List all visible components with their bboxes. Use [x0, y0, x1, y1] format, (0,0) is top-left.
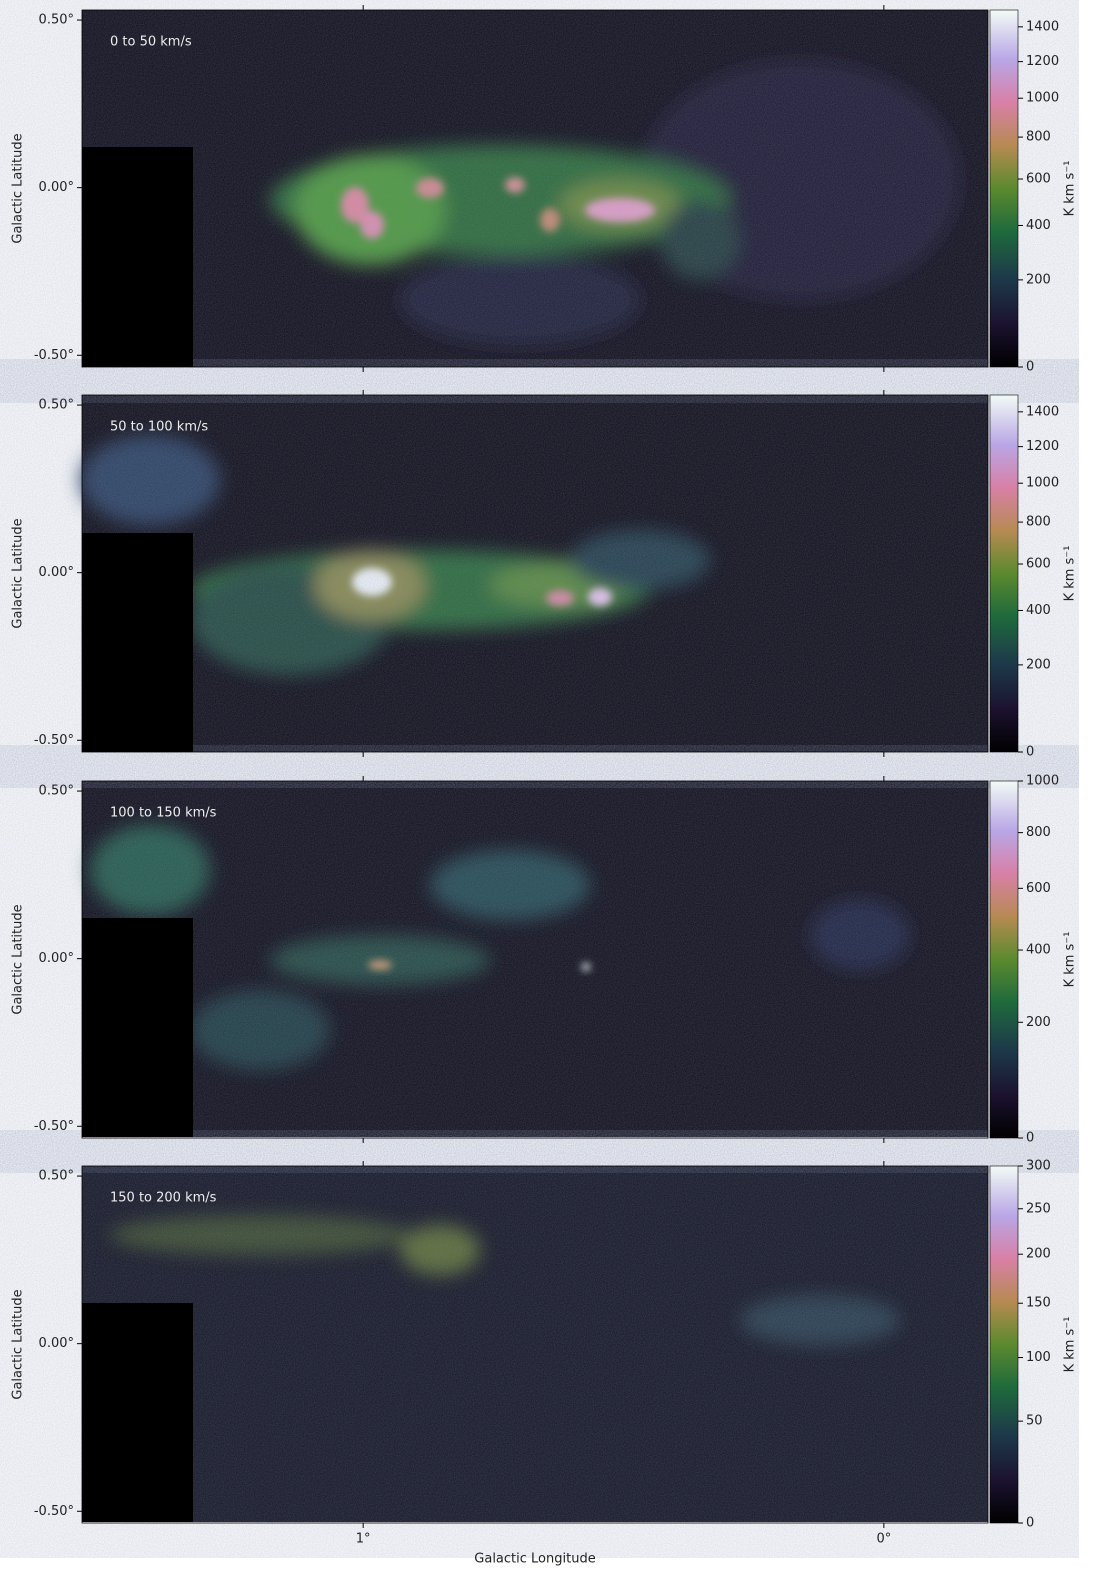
y-tick-label: 0.50°	[39, 1169, 74, 1184]
images	[80, 10, 988, 1522]
colorbar-tick-label: 1000	[1026, 91, 1059, 106]
colorbar-tick-label: 200	[1026, 1015, 1051, 1030]
colorbar-tick-label: 1200	[1026, 439, 1059, 454]
blank-region	[82, 918, 193, 1137]
colorbar-tick-label: 1000	[1026, 774, 1059, 789]
y-tick-label: -0.50°	[34, 1119, 74, 1134]
colorbar-tick-label: 50	[1026, 1414, 1043, 1429]
blank-region	[82, 1303, 193, 1522]
y-tick-label: 0.50°	[39, 13, 74, 28]
colorbar-tick-label: 200	[1026, 657, 1051, 672]
colorbar-tick-label: 1400	[1026, 404, 1059, 419]
colorbar	[990, 1166, 1018, 1523]
y-axis-label: Galactic Latitude	[11, 1289, 26, 1399]
colorbar-tick-label: 1000	[1026, 476, 1059, 491]
y-axis-label: Galactic Latitude	[11, 518, 26, 628]
y-tick-label: 0.00°	[39, 951, 74, 966]
colorbar-tick-label: 0	[1026, 360, 1034, 375]
blank-region	[82, 147, 193, 367]
y-axis-label: Galactic Latitude	[11, 904, 26, 1014]
colorbar-tick-label: 200	[1026, 1247, 1051, 1262]
colorbar-tick-label: 0	[1026, 1516, 1034, 1531]
colorbar-tick-label: 400	[1026, 218, 1051, 233]
y-tick-label: 0.50°	[39, 784, 74, 799]
colorbar-tick-label: 1400	[1026, 19, 1059, 34]
panel-title: 150 to 200 km/s	[110, 1191, 217, 1206]
panel-title: 0 to 50 km/s	[110, 35, 192, 50]
colorbar-label: K km s⁻¹	[1063, 546, 1078, 602]
colorbar-tick-label: 600	[1026, 172, 1051, 187]
colorbar	[990, 395, 1018, 752]
x-tick-label: 0°	[876, 1532, 891, 1547]
y-tick-label: -0.50°	[34, 733, 74, 748]
page: {"chart_data":[ {"type":"image","title":…	[0, 0, 1097, 1595]
colorbar-label: K km s⁻¹	[1063, 161, 1078, 217]
y-tick-label: 0.00°	[39, 565, 74, 580]
colorbar-tick-label: 800	[1026, 825, 1051, 840]
y-axis-label: Galactic Latitude	[11, 133, 26, 243]
x-tick-label: 1°	[356, 1532, 371, 1547]
colorbar-label: K km s⁻¹	[1063, 1317, 1078, 1373]
noise	[82, 395, 988, 752]
colorbar-tick-label: 400	[1026, 943, 1051, 958]
colorbar-tick-label: 800	[1026, 130, 1051, 145]
y-tick-label: 0.00°	[39, 180, 74, 195]
figure: 0 to 50 km/s 0.50° 0.00° -0.50° Galactic Lat…	[0, 0, 1097, 1591]
y-tick-label: -0.50°	[34, 1504, 74, 1519]
colorbar-tick-label: 0	[1026, 745, 1034, 760]
colorbar-tick-label: 800	[1026, 515, 1051, 530]
colorbar-tick-label: 150	[1026, 1296, 1051, 1311]
noise	[82, 10, 988, 367]
noise	[82, 1166, 988, 1522]
colorbar	[990, 10, 1018, 367]
blank-region	[82, 533, 193, 752]
noise	[82, 781, 988, 1137]
x-axis-label: Galactic Longitude	[474, 1552, 595, 1567]
colorbar-tick-label: 400	[1026, 603, 1051, 618]
colorbar-tick-label: 250	[1026, 1201, 1051, 1216]
y-tick-label: 0.00°	[39, 1336, 74, 1351]
colorbar-label: K km s⁻¹	[1063, 932, 1078, 988]
y-tick-label: -0.50°	[34, 348, 74, 363]
colorbar-tick-label: 0	[1026, 1131, 1034, 1146]
colorbar-tick-label: 100	[1026, 1350, 1051, 1365]
y-tick-label: 0.50°	[39, 398, 74, 413]
panel-title: 50 to 100 km/s	[110, 420, 208, 435]
colorbar-tick-label: 600	[1026, 881, 1051, 896]
colorbar-tick-label: 600	[1026, 557, 1051, 572]
panel-title: 100 to 150 km/s	[110, 806, 217, 821]
colorbar-tick-label: 300	[1026, 1159, 1051, 1174]
colorbar	[990, 781, 1018, 1138]
colorbar-tick-label: 200	[1026, 272, 1051, 287]
colorbar-tick-label: 1200	[1026, 54, 1059, 69]
